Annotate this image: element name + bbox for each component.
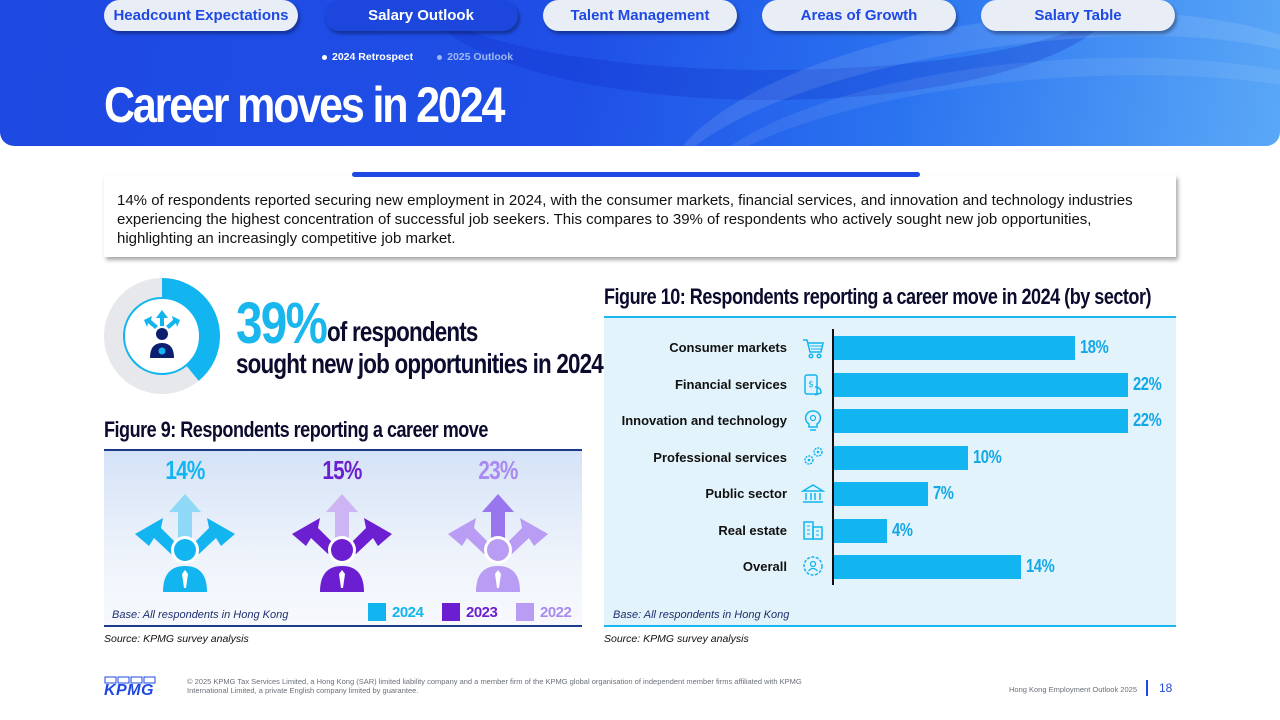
person-arrows-icon-2023	[292, 494, 392, 592]
finance-phone-icon: $	[804, 374, 822, 396]
legend-label: 2023	[466, 603, 498, 621]
donut-value-arc	[104, 278, 220, 394]
legend-label: 2024	[392, 603, 424, 621]
tab-talent-management[interactable]: Talent Management	[543, 0, 737, 31]
chart-axis-line	[832, 329, 834, 585]
legend-swatch	[442, 603, 460, 621]
bar	[834, 372, 1128, 397]
highlight-line-1: of respondents	[327, 316, 478, 347]
bar	[834, 336, 1075, 360]
page-title: Career moves in 2024	[104, 77, 505, 133]
bank-icon	[801, 484, 825, 503]
intro-text: 14% of respondents reported securing new…	[117, 192, 1133, 247]
bullet-dot-icon	[437, 54, 443, 60]
sub-tabs: 2024 Retrospect 2025 Outlook	[322, 51, 513, 63]
gears-icon	[804, 447, 823, 465]
bar-label: Consumer markets	[669, 340, 787, 355]
donut-chart	[104, 278, 220, 394]
bar-value-label: 18%	[1079, 337, 1109, 357]
legal-notice: © 2025 KPMG Tax Services Limited, a Hong…	[187, 677, 802, 695]
bar-label: Public sector	[705, 486, 787, 501]
bar-value-label: 22%	[1133, 410, 1162, 430]
building-icon	[803, 521, 823, 540]
gear-people-icon	[803, 556, 823, 576]
figure9-value-2023: 15%	[322, 455, 362, 485]
person-arrows-icon-2022	[448, 494, 548, 592]
highlight-value: 39%	[236, 291, 328, 356]
tab-areas-of-growth[interactable]: Areas of Growth	[762, 0, 956, 31]
legend-swatch	[368, 603, 386, 621]
tab-headcount-expectations[interactable]: Headcount Expectations	[104, 0, 298, 31]
donut-chart-svg	[104, 278, 220, 394]
footer-separator	[1146, 680, 1148, 696]
figure9-value-2024: 14%	[165, 455, 205, 485]
career-move-person-icon	[144, 310, 180, 358]
bar-value-label: 4%	[892, 519, 913, 540]
cart-icon	[803, 339, 824, 359]
page-number: 18	[1159, 681, 1173, 695]
legend-item-2023: 2023	[442, 603, 498, 621]
intro-accent-bar	[352, 172, 920, 177]
bar-value-label: 10%	[972, 446, 1002, 467]
figure9-title: Figure 9: Respondents reporting a career…	[104, 417, 488, 442]
person-arrows-icon-2024	[135, 494, 235, 592]
legend-item-2024: 2024	[368, 603, 424, 621]
bar	[834, 555, 1022, 579]
tab-salary-outlook[interactable]: Salary Outlook	[324, 0, 518, 31]
figure10-title: Figure 10: Respondents reporting a caree…	[604, 284, 1152, 309]
bar	[834, 409, 1128, 433]
subtab-label: 2025 Outlook	[447, 51, 514, 63]
legend-label: 2022	[540, 603, 572, 621]
figure10-base-note: Base: All respondents in Hong Kong	[613, 609, 790, 621]
bar	[834, 482, 928, 506]
subtab-2024-retrospect[interactable]: 2024 Retrospect	[322, 51, 413, 63]
bar	[834, 518, 888, 543]
legend-swatch	[516, 603, 534, 621]
lightbulb-gear-icon	[804, 410, 822, 431]
figure9-value-2022: 23%	[478, 455, 518, 485]
svg-text:$: $	[808, 380, 814, 390]
intro-text-box: 14% of respondents reported securing new…	[104, 175, 1176, 257]
figure9-source-note: Source: KPMG survey analysis	[104, 633, 249, 645]
bar-label: Financial services	[674, 376, 787, 392]
bar	[834, 445, 968, 470]
figure9-base-note: Base: All respondents in Hong Kong	[112, 609, 289, 621]
bar-label: Professional services	[653, 449, 787, 465]
figure10-panel	[604, 316, 1176, 627]
bar-value-label: 22%	[1133, 373, 1162, 394]
kpmg-logo: KPMG	[104, 682, 154, 699]
bar-label: Overall	[742, 559, 787, 574]
highlight-line-2: sought new job opportunities in 2024	[236, 348, 604, 379]
subtab-label: 2024 Retrospect	[332, 51, 414, 63]
bar-label: Innovation and technology	[621, 413, 787, 428]
legend-item-2022: 2022	[516, 603, 572, 621]
tab-salary-table[interactable]: Salary Table	[981, 0, 1175, 31]
report-name: Hong Kong Employment Outlook 2025	[1009, 685, 1137, 694]
kpmg-logo-boxes-icon	[104, 676, 156, 684]
bullet-dot-icon	[322, 54, 327, 60]
bar-value-label: 14%	[1026, 556, 1055, 576]
figure10-source-note: Source: KPMG survey analysis	[604, 633, 749, 645]
bar-value-label: 7%	[932, 483, 954, 503]
subtab-2025-outlook[interactable]: 2025 Outlook	[437, 51, 513, 63]
bar-label: Real estate	[718, 522, 787, 538]
